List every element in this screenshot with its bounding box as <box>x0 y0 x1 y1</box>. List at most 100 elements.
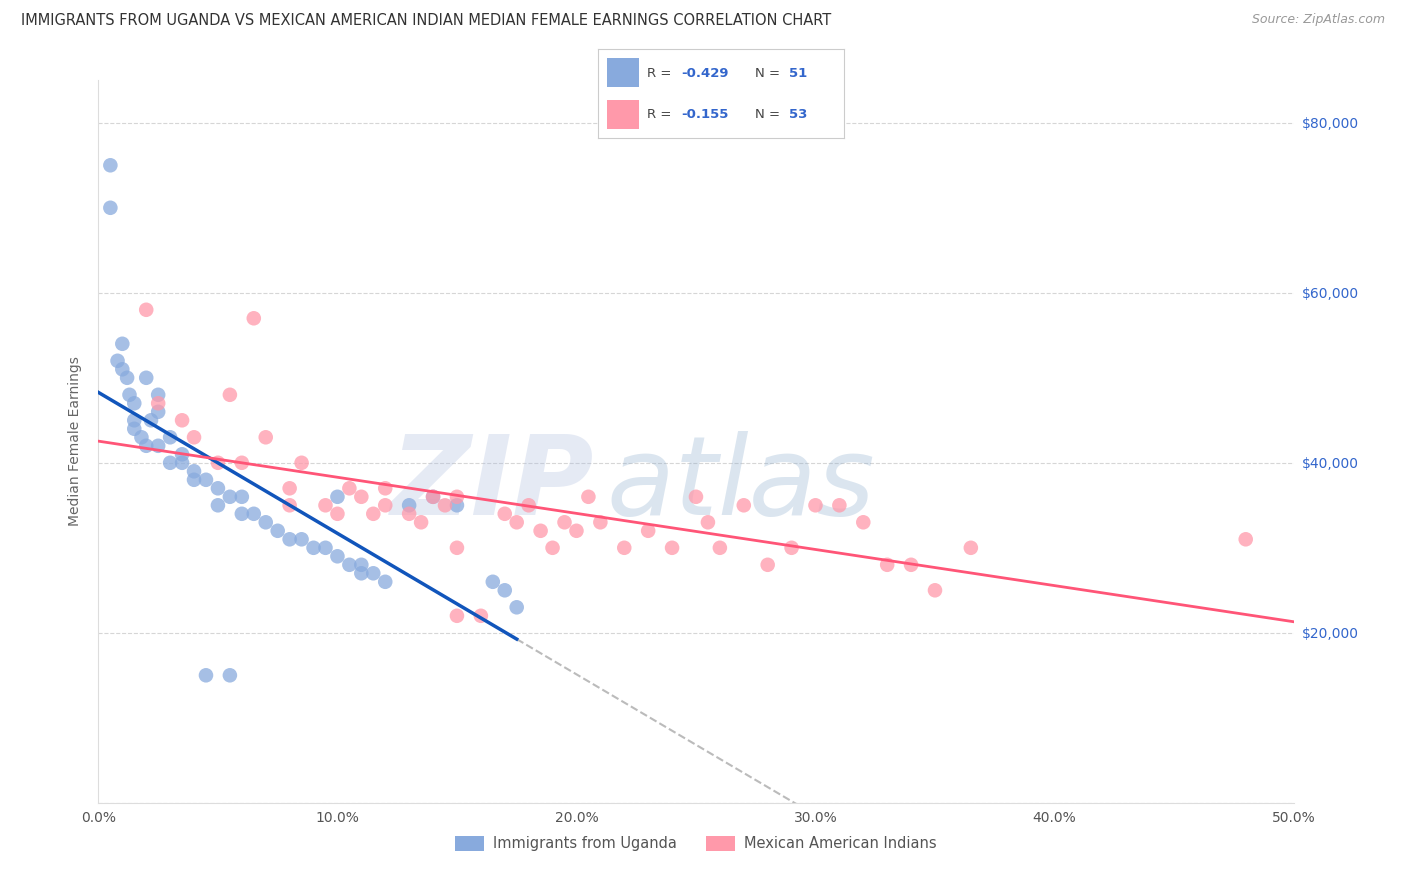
Point <box>135 439 157 453</box>
Point <box>148 396 170 410</box>
Point <box>446 498 468 512</box>
Text: 53: 53 <box>790 108 808 120</box>
Point <box>506 516 529 530</box>
Point <box>326 490 349 504</box>
Point <box>148 439 170 453</box>
Point <box>139 413 162 427</box>
Point <box>207 481 229 495</box>
Point <box>1234 533 1257 547</box>
Point <box>207 498 229 512</box>
Point <box>302 541 325 555</box>
Point <box>115 371 138 385</box>
Point <box>118 388 141 402</box>
Point <box>446 541 468 555</box>
Point <box>183 473 205 487</box>
Point <box>350 558 373 572</box>
Point <box>219 388 242 402</box>
Point <box>422 490 444 504</box>
Text: 51: 51 <box>790 67 807 79</box>
Point <box>135 302 157 317</box>
Point <box>637 524 659 538</box>
Point <box>494 507 516 521</box>
Point <box>172 413 194 427</box>
Point <box>398 507 420 521</box>
Point <box>374 498 396 512</box>
Point <box>828 498 851 512</box>
Point <box>267 524 290 538</box>
Point <box>98 201 122 215</box>
Point <box>661 541 683 555</box>
Point <box>350 490 373 504</box>
Point <box>219 490 242 504</box>
Point <box>195 668 218 682</box>
Point <box>852 516 875 530</box>
Point <box>554 516 576 530</box>
Point <box>685 490 707 504</box>
Point <box>363 507 385 521</box>
Text: atlas: atlas <box>606 432 875 539</box>
Point <box>924 583 946 598</box>
Point <box>482 574 505 589</box>
Point <box>315 498 337 512</box>
Point <box>756 558 779 572</box>
Point <box>530 524 553 538</box>
Point <box>159 456 181 470</box>
Point <box>107 353 129 368</box>
Text: -0.155: -0.155 <box>682 108 728 120</box>
Text: IMMIGRANTS FROM UGANDA VS MEXICAN AMERICAN INDIAN MEDIAN FEMALE EARNINGS CORRELA: IMMIGRANTS FROM UGANDA VS MEXICAN AMERIC… <box>21 13 831 29</box>
Point <box>613 541 636 555</box>
Point <box>326 507 349 521</box>
Point <box>231 456 253 470</box>
Point <box>434 498 457 512</box>
Y-axis label: Median Female Earnings: Median Female Earnings <box>69 357 83 526</box>
Text: R =: R = <box>647 108 675 120</box>
Text: N =: N = <box>755 108 785 120</box>
Text: R =: R = <box>647 67 675 79</box>
Point <box>183 430 205 444</box>
Point <box>315 541 337 555</box>
Point <box>411 516 433 530</box>
Point <box>183 464 205 478</box>
Point <box>278 533 301 547</box>
Point <box>135 371 157 385</box>
Point <box>231 507 253 521</box>
Point <box>291 533 314 547</box>
Point <box>506 600 529 615</box>
Point <box>374 574 396 589</box>
Text: ZIP: ZIP <box>391 432 595 539</box>
Point <box>326 549 349 564</box>
Text: Source: ZipAtlas.com: Source: ZipAtlas.com <box>1251 13 1385 27</box>
Point <box>541 541 564 555</box>
Point <box>446 490 468 504</box>
Point <box>876 558 898 572</box>
Point <box>291 456 314 470</box>
Point <box>207 456 229 470</box>
Point <box>254 430 277 444</box>
Point <box>111 336 134 351</box>
Point <box>231 490 253 504</box>
Point <box>195 473 218 487</box>
Point <box>517 498 540 512</box>
Point <box>446 608 468 623</box>
Point <box>148 388 170 402</box>
Point <box>98 158 122 172</box>
Point <box>339 558 361 572</box>
Point <box>124 396 146 410</box>
Point <box>350 566 373 581</box>
Bar <box>607 58 640 87</box>
Point <box>278 481 301 495</box>
Point <box>494 583 516 598</box>
Text: -0.429: -0.429 <box>682 67 728 79</box>
Point <box>589 516 612 530</box>
Point <box>363 566 385 581</box>
Point <box>159 430 181 444</box>
Point <box>697 516 720 530</box>
Point <box>254 516 277 530</box>
Point <box>111 362 134 376</box>
Point <box>960 541 983 555</box>
Point <box>374 481 396 495</box>
Point <box>565 524 588 538</box>
Point <box>124 413 146 427</box>
Point <box>124 422 146 436</box>
Point <box>780 541 803 555</box>
